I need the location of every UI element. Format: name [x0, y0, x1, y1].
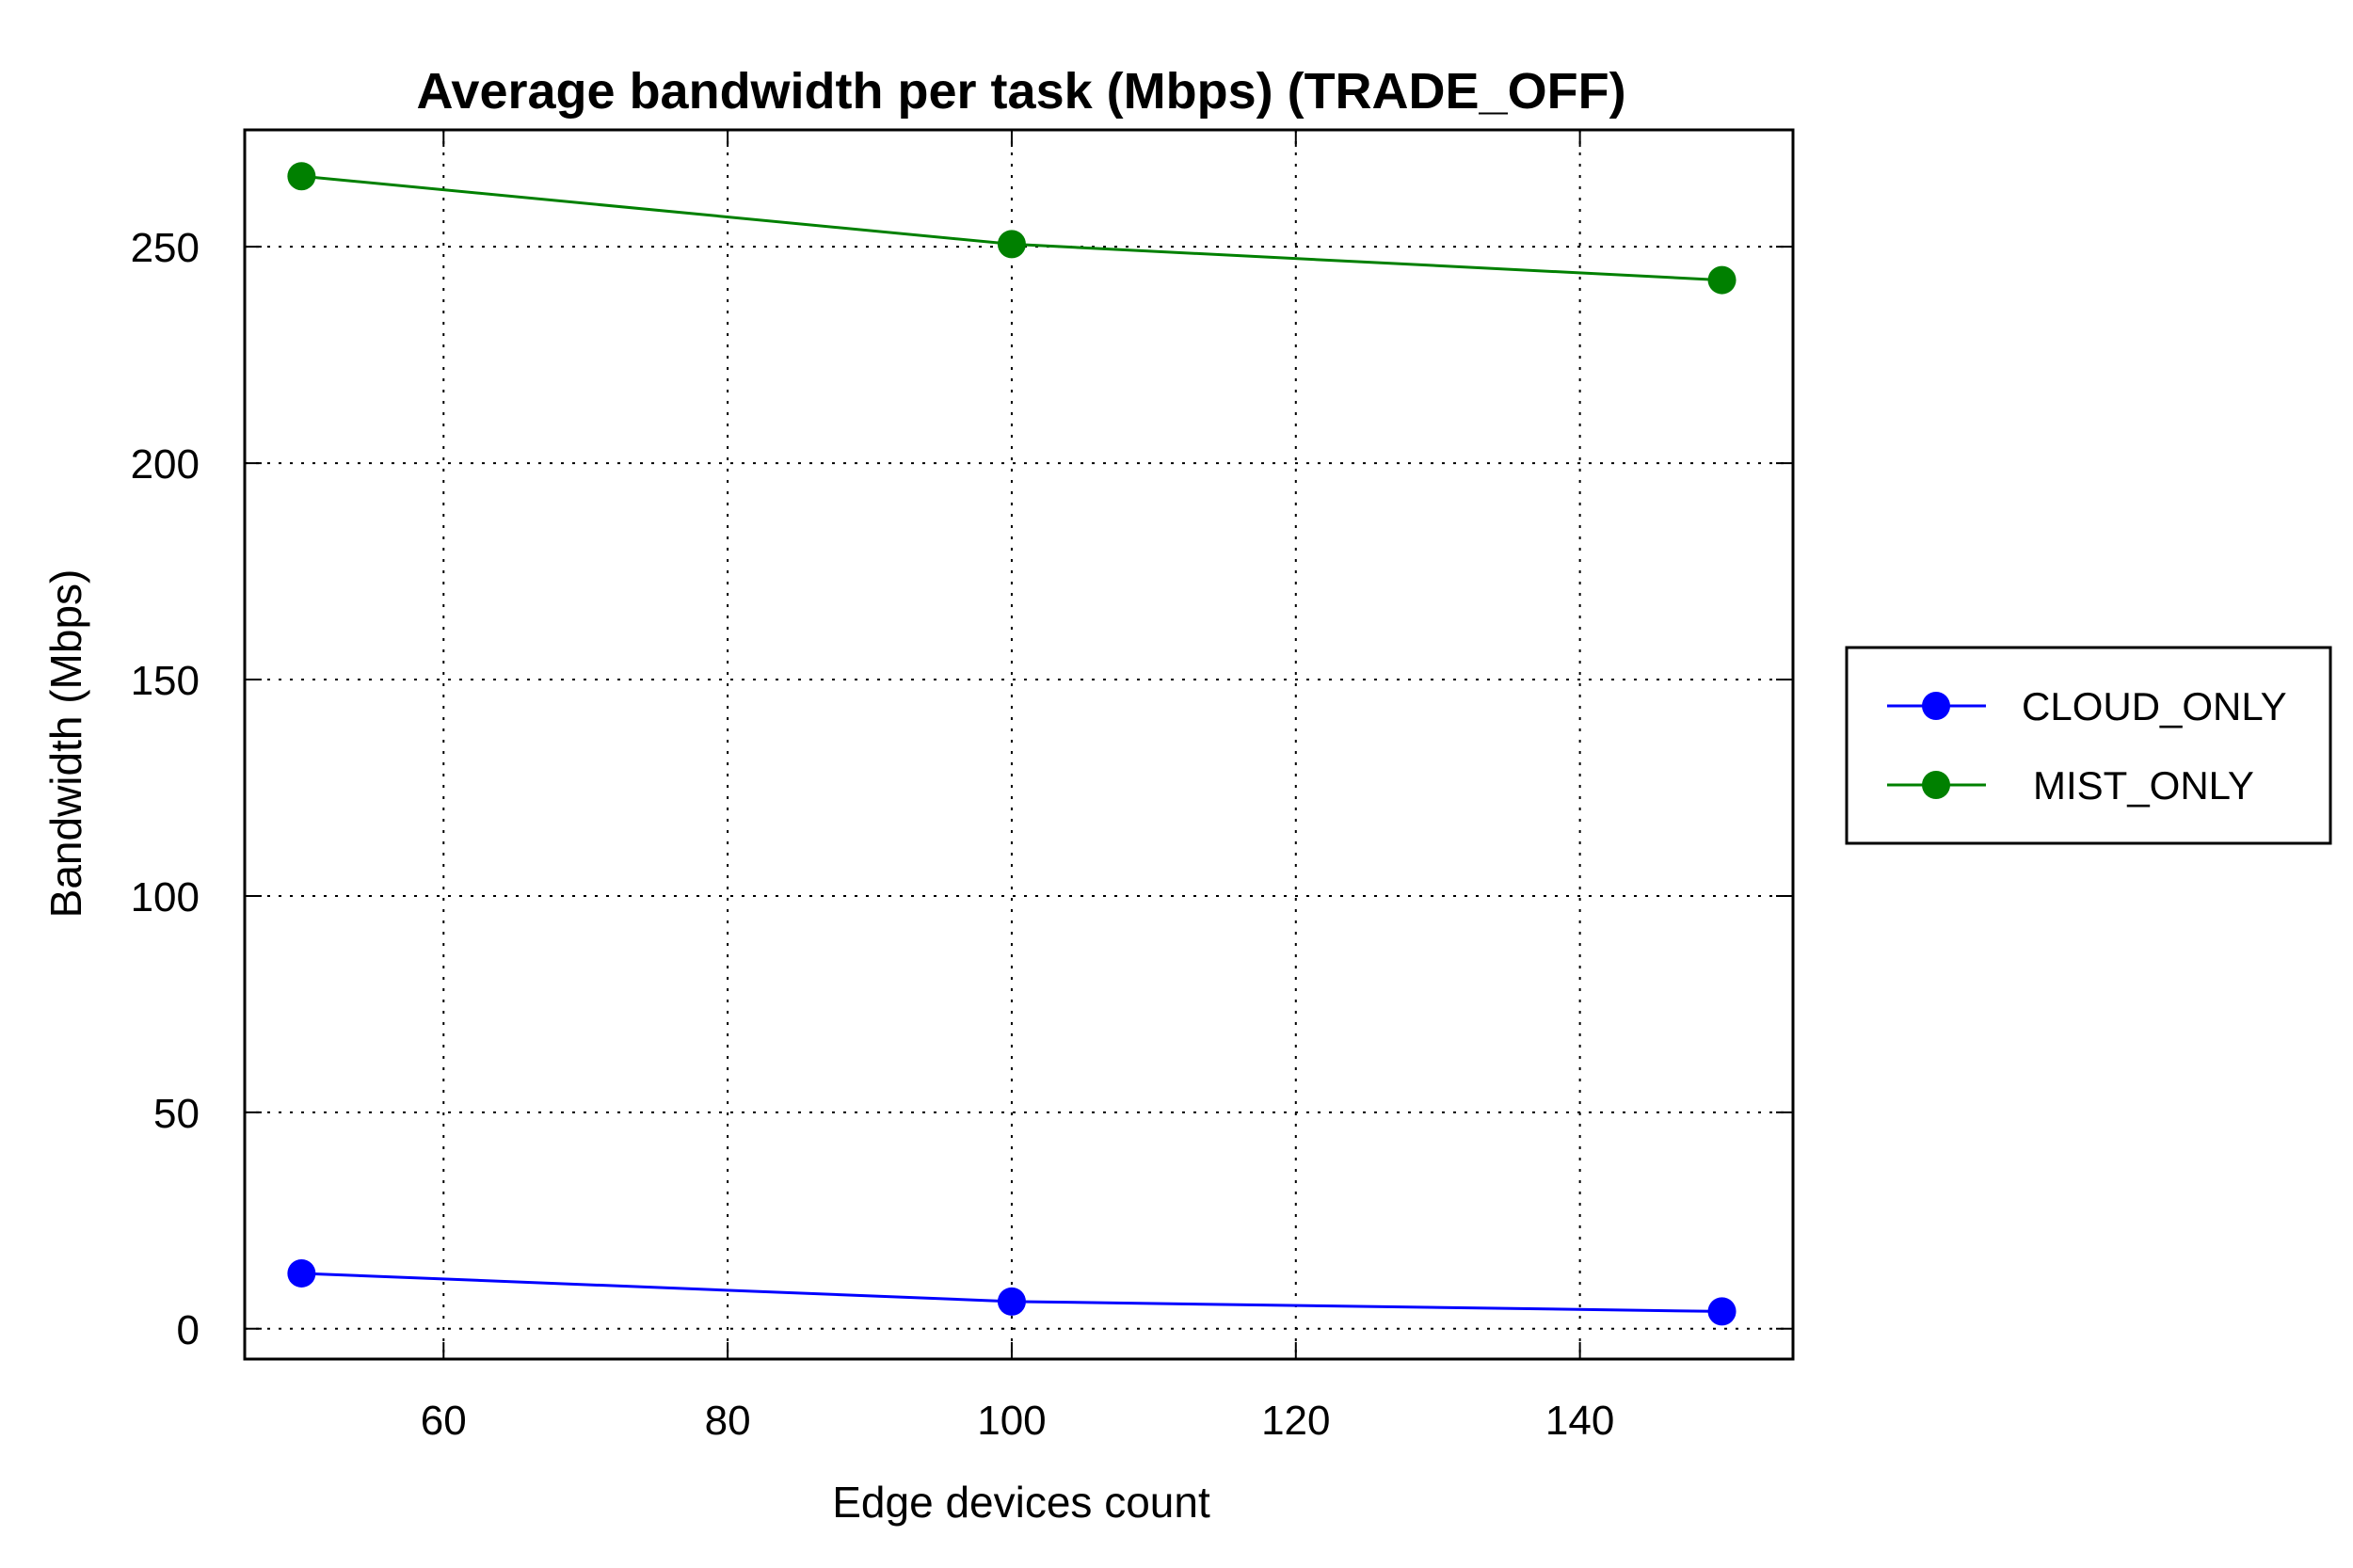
y-tick-label: 200 — [131, 441, 200, 488]
plot-frame — [243, 128, 1795, 1361]
data-point-cloud-only — [287, 1258, 316, 1288]
grid — [245, 130, 1793, 1359]
x-tick-label: 100 — [977, 1398, 1046, 1444]
data-point-mist-only — [997, 230, 1026, 259]
y-tick-label: 150 — [131, 658, 200, 704]
legend-box — [1845, 646, 2332, 845]
x-axis-label: Edge devices count — [832, 1478, 1210, 1527]
y-tick-label: 250 — [131, 225, 200, 271]
data-point-mist-only — [287, 162, 316, 191]
data-point-mist-only — [1707, 265, 1737, 295]
data-point-cloud-only — [1707, 1297, 1737, 1326]
chart-title: Average bandwidth per task (Mbps) (TRADE… — [416, 63, 1625, 120]
legend-entry-cloud-only: CLOUD_ONLY — [1887, 684, 2287, 728]
legend: CLOUD_ONLY MIST_ONLY — [1845, 646, 2332, 845]
x-tick-label: 140 — [1545, 1398, 1614, 1444]
x-tick-label: 80 — [705, 1398, 751, 1444]
legend-marker-cloud-only — [1922, 692, 1950, 720]
y-tick-label: 50 — [153, 1091, 200, 1137]
series-layer — [287, 162, 1737, 1326]
legend-label-mist-only: MIST_ONLY — [2033, 763, 2254, 808]
legend-entry-mist-only: MIST_ONLY — [1887, 763, 2254, 808]
legend-label-cloud-only: CLOUD_ONLY — [2022, 684, 2287, 728]
data-point-cloud-only — [997, 1287, 1026, 1316]
y-tick-label: 100 — [131, 874, 200, 920]
x-tick-label: 60 — [421, 1398, 467, 1444]
y-tick-label: 0 — [177, 1307, 200, 1353]
legend-marker-mist-only — [1922, 771, 1950, 799]
x-tick-label: 120 — [1261, 1398, 1330, 1444]
axis-ticks: 60 80 100 120 140 0 50 100 150 200 250 — [131, 130, 1793, 1444]
y-axis-label: Bandwidth (Mbps) — [41, 569, 90, 919]
